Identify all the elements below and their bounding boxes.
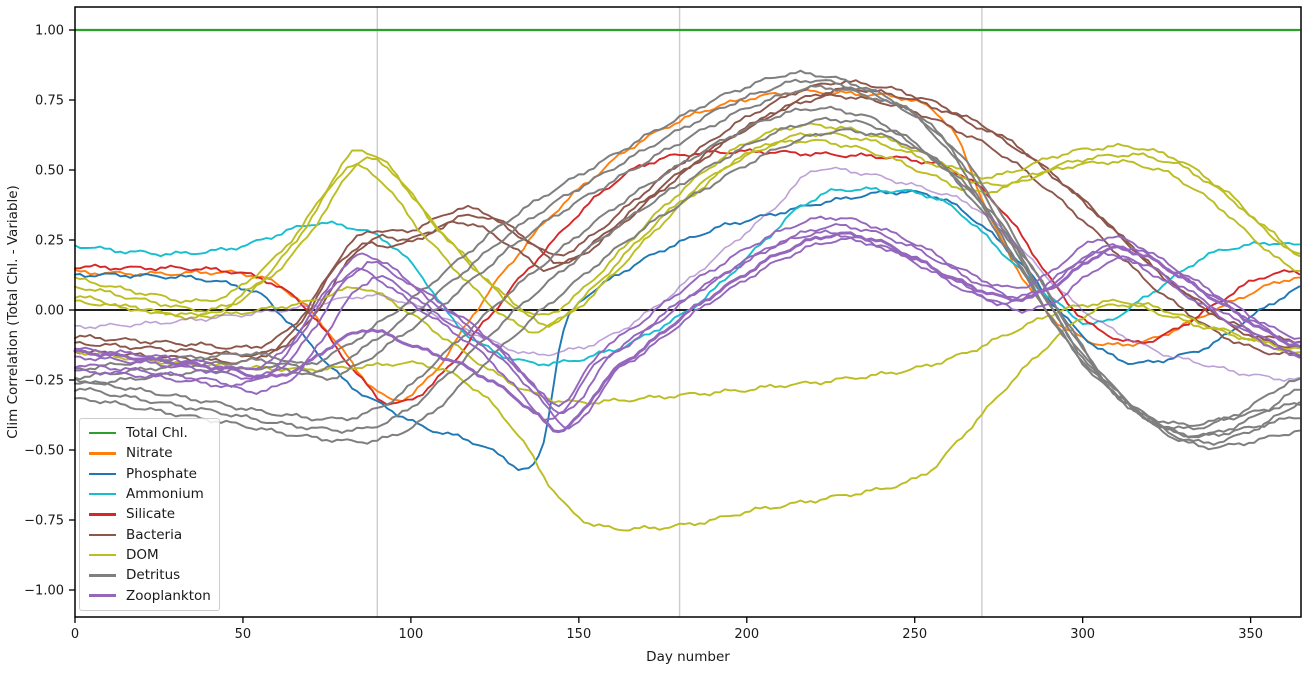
legend-line-swatch [89, 594, 116, 598]
x-tick-label: 300 [1070, 627, 1095, 642]
x-tick-label: 50 [235, 627, 252, 642]
axes-frame [74, 6, 1302, 618]
series-line-dom-main [74, 138, 1301, 334]
series-line-zooplankton-light [74, 166, 1301, 382]
legend-line-swatch [89, 533, 116, 537]
legend-label: Ammonium [126, 486, 204, 503]
y-tick-label: 0.25 [35, 234, 64, 249]
legend-line-swatch [89, 553, 116, 557]
plot-border [74, 6, 1302, 618]
y-tick-label: 0.75 [35, 94, 64, 109]
y-tick-label: 1.00 [35, 24, 64, 39]
legend-label: Silicate [126, 506, 176, 523]
legend-line-swatch [89, 492, 116, 496]
y-axis-label: Clim Correlation (Total Chl. - Variable) [5, 185, 21, 439]
series-line-silicate [74, 148, 1301, 406]
series-line-zooplankton-bundle [74, 215, 1301, 408]
y-tick-label: −1.00 [24, 584, 64, 599]
legend-item-total-chl: Total Chl. [89, 423, 210, 443]
x-axis-label: Day number [646, 649, 730, 665]
x-tick-label: 150 [566, 627, 591, 642]
legend-label: Total Chl. [126, 425, 188, 442]
legend-item-ammonium: Ammonium [89, 484, 210, 504]
y-tick-label: −0.25 [24, 374, 64, 389]
y-tick-label: −0.75 [24, 514, 64, 529]
legend-line-swatch [89, 472, 116, 476]
x-tick-label: 0 [71, 627, 79, 642]
series-line-nitrate [74, 88, 1301, 403]
series-line-detritus-upper [74, 69, 1301, 431]
legend-item-nitrate: Nitrate [89, 443, 210, 463]
legend-line-swatch [89, 513, 116, 516]
legend-item-dom: DOM [89, 545, 210, 565]
y-tick-label: 0.50 [35, 164, 64, 179]
legend-line-swatch [89, 431, 116, 435]
x-tick-label: 250 [902, 627, 927, 642]
series-line-phosphate [74, 189, 1301, 472]
series-line-bacteria [74, 79, 1301, 350]
x-tick-label: 350 [1238, 627, 1263, 642]
series-line-zooplankton-thick [73, 231, 1301, 434]
x-tick-label: 200 [734, 627, 759, 642]
legend-item-phosphate: Phosphate [89, 464, 210, 484]
x-tick-label: 100 [398, 627, 423, 642]
legend-item-detritus: Detritus [89, 565, 210, 585]
axis-ticks: 1.00 0.75 0.50 0.25 0.00 −0.25 −0.50 −0.75 −1.00… [24, 24, 1263, 643]
legend-label: Bacteria [126, 526, 183, 543]
series-line-detritus-lower [74, 105, 1301, 427]
y-tick-label: 0.00 [35, 304, 64, 319]
series-line-bacteria [74, 93, 1301, 365]
series-line-zooplankton-bundle [74, 229, 1301, 421]
series-line-detritus-lower [74, 116, 1301, 438]
legend-label: DOM [126, 547, 159, 564]
legend-label: Detritus [126, 567, 181, 584]
legend-label: Zooplankton [126, 587, 211, 604]
series-line-dom-deep [74, 303, 1301, 532]
legend-item-zooplankton: Zooplankton [89, 586, 211, 606]
series-line-dom-main [74, 122, 1301, 316]
series-line-detritus-lower [74, 128, 1301, 451]
legend-item-silicate: Silicate [89, 504, 210, 524]
legend-item-bacteria: Bacteria [89, 525, 210, 545]
legend: Total Chl. Nitrate Phosphate Ammonium Silica… [79, 418, 220, 611]
series-line-dom-mid [74, 286, 1301, 406]
legend-label: Phosphate [126, 465, 197, 482]
series-line-detritus-upper [74, 84, 1301, 446]
data-series [73, 28, 1301, 532]
series-line-zooplankton-bundle [74, 236, 1301, 430]
legend-line-swatch [89, 574, 116, 577]
legend-label: Nitrate [126, 445, 173, 462]
y-tick-label: −0.50 [24, 444, 64, 459]
legend-line-swatch [89, 452, 116, 455]
